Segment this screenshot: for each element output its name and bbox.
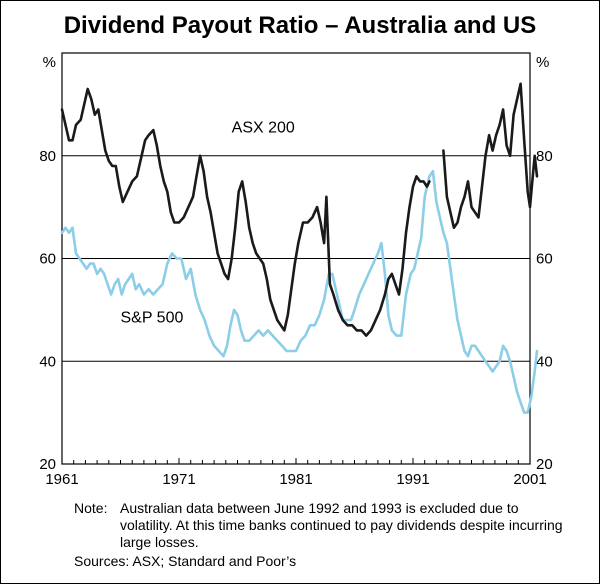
- y-tick-left-40: 40: [39, 353, 56, 370]
- series-label-asx-200: ASX 200: [232, 120, 295, 137]
- x-tick-1991: 1991: [396, 471, 429, 488]
- y-tick-left-20: 20: [39, 456, 56, 473]
- y-tick-left-60: 60: [39, 251, 56, 268]
- x-tick-1981: 1981: [279, 471, 312, 488]
- y-unit-left: %: [43, 54, 56, 71]
- y-tick-right-20: 20: [536, 456, 553, 473]
- y-unit-right: %: [536, 54, 549, 71]
- y-tick-left-80: 80: [39, 148, 56, 165]
- chart-note: Note: Australian data between June 1992 …: [74, 500, 564, 551]
- note-text: Australian data between June 1992 and 19…: [120, 500, 563, 550]
- x-tick-1961: 1961: [45, 471, 78, 488]
- series-label-s-p-500: S&P 500: [121, 310, 184, 327]
- note-label: Note:: [74, 500, 108, 516]
- y-tick-right-60: 60: [536, 251, 553, 268]
- chart-sources: Sources: ASX; Standard and Poor’s: [74, 553, 297, 569]
- y-tick-right-80: 80: [536, 148, 553, 165]
- chart-title: Dividend Payout Ratio – Australia and US: [63, 12, 537, 39]
- x-tick-2001: 2001: [513, 471, 546, 488]
- series-line-asx-200-2: [442, 82, 539, 229]
- series-line-s-p-500-1: [60, 169, 539, 414]
- series-line-asx-200-1: [60, 87, 431, 337]
- y-tick-right-40: 40: [536, 353, 553, 370]
- x-tick-1971: 1971: [162, 471, 195, 488]
